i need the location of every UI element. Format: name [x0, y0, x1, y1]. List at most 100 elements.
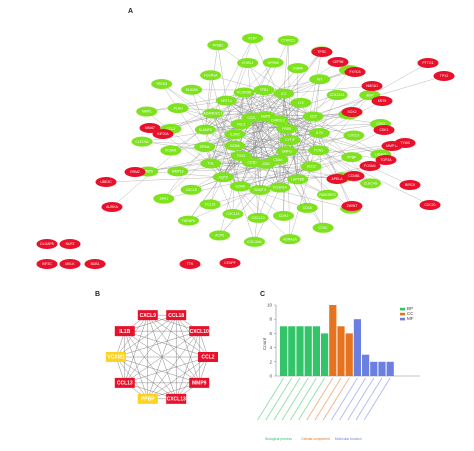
node-label: CTHRC1: [281, 39, 295, 43]
category-label-line: [257, 377, 284, 421]
network-a-edge: [251, 116, 266, 163]
gene-node-red: KIF20A: [152, 129, 174, 139]
node-ellipse: [199, 199, 221, 210]
node-ellipse: [326, 174, 348, 184]
node-ellipse: [272, 210, 294, 221]
network-a-edge: [289, 139, 298, 180]
node-ellipse: [36, 239, 58, 249]
gene-node-red: SOX2: [341, 107, 363, 117]
node-label: FXYD3: [350, 70, 361, 74]
hub-node-label: CCL2: [201, 355, 214, 361]
node-ellipse: [312, 222, 334, 233]
y-tick-label: 4: [269, 345, 272, 350]
node-ellipse: [224, 129, 246, 140]
gene-node-green: TGL: [200, 158, 222, 169]
node-ellipse: [59, 259, 81, 269]
node-ellipse: [343, 130, 365, 141]
hub-node-label: MMP9: [192, 381, 207, 387]
network-b-edge: [176, 331, 200, 399]
node-label: TOX2: [237, 154, 246, 158]
network-a-edge: [105, 176, 224, 183]
node-label: TFRC: [317, 50, 327, 54]
node-ellipse: [343, 171, 365, 181]
hub-node-box: [166, 393, 187, 404]
node-label: SLAMF8: [199, 128, 212, 132]
network-b-edge: [115, 356, 177, 400]
node-label: CDC20: [424, 203, 435, 207]
network-b-edge: [115, 330, 200, 358]
node-ellipse: [341, 152, 363, 163]
node-ellipse: [233, 87, 255, 98]
gene-node-red: CDK1: [373, 125, 395, 135]
node-ellipse: [276, 123, 298, 134]
gene-node-green: PPBP: [341, 152, 363, 163]
gene-node-green: VCAM1: [160, 145, 182, 156]
gene-node-green: CLEC5A: [131, 136, 153, 147]
network-a-edge: [286, 135, 354, 152]
node-ellipse: [84, 259, 106, 269]
node-label: PTTG1: [423, 61, 434, 65]
node-label: HRT14: [221, 99, 232, 103]
node-ellipse: [290, 97, 312, 108]
network-a-edge: [259, 166, 312, 191]
gene-node-red: BIRC5: [399, 180, 421, 190]
node-label: CCR7: [247, 116, 256, 120]
y-tick-label: 0: [269, 374, 272, 379]
gene-node-green: CTHRC1: [277, 35, 299, 46]
category-label-line: [314, 377, 342, 421]
node-ellipse: [269, 182, 291, 193]
legend-swatch: [400, 312, 405, 316]
node-ellipse: [237, 57, 259, 68]
gene-node-green: CD1B: [296, 202, 318, 213]
network-a-edge: [251, 61, 339, 118]
gene-node-green: TFB1: [253, 85, 275, 96]
y-tick-label: 10: [267, 303, 273, 308]
category-label-line: [355, 377, 383, 421]
bar: [321, 333, 329, 376]
hub-gene-node: IL1B: [114, 326, 135, 337]
gene-node-green: GPR65: [262, 57, 284, 68]
network-a-edge: [243, 92, 320, 134]
node-label: GMFG: [282, 149, 293, 153]
node-label: UBE2C: [100, 180, 112, 184]
network-a-edge: [240, 116, 266, 187]
gene-node-green: SPP1: [153, 193, 175, 204]
category-label-line: [339, 377, 366, 421]
network-a-edge: [243, 92, 308, 209]
node-label: ADAMDEC1: [203, 112, 222, 116]
gene-node-green: CYTIP: [279, 135, 301, 145]
node-label: CD3D: [247, 161, 257, 165]
node-ellipse: [326, 90, 348, 101]
hub-node-label: PPBP: [141, 397, 155, 403]
gene-node-green: KIT: [309, 74, 331, 85]
gene-node-red: CENPF: [219, 258, 241, 268]
node-label: APELA: [332, 177, 344, 181]
network-a-edge: [205, 93, 284, 130]
gene-node-red: MKI67: [139, 123, 161, 133]
network-b-edge: [124, 356, 209, 384]
node-label: BIRC5: [405, 183, 415, 187]
gene-node-green: CHI3L1: [237, 57, 259, 68]
network-a-edge: [240, 128, 287, 157]
node-ellipse: [361, 81, 383, 91]
network-a-edge: [259, 102, 301, 191]
node-ellipse: [341, 201, 363, 211]
node-label: CTSC: [318, 226, 328, 230]
category-label-line: [306, 377, 334, 421]
gene-node-red: CCNB1: [343, 171, 365, 181]
node-label: TPX2: [440, 74, 449, 78]
node-label: FCGR3B: [237, 91, 251, 95]
network-a-edge: [283, 93, 319, 151]
node-label: CENPF: [224, 261, 236, 265]
hub-gene-node: PPBP: [137, 393, 158, 404]
gene-node-red: KIF2C: [36, 259, 58, 269]
gene-node-red: TPX2: [433, 71, 455, 81]
network-a-edge: [147, 155, 242, 172]
node-ellipse: [249, 184, 271, 195]
gene-node-red: ZWINT: [341, 201, 363, 211]
gene-node-red: FOXM1: [359, 161, 381, 171]
gene-node-green: TPSB2: [207, 40, 229, 51]
gene-node-green: CXCL10: [247, 212, 269, 223]
node-label: TYMS: [400, 141, 410, 145]
gene-node-green: LYZ: [290, 97, 312, 108]
